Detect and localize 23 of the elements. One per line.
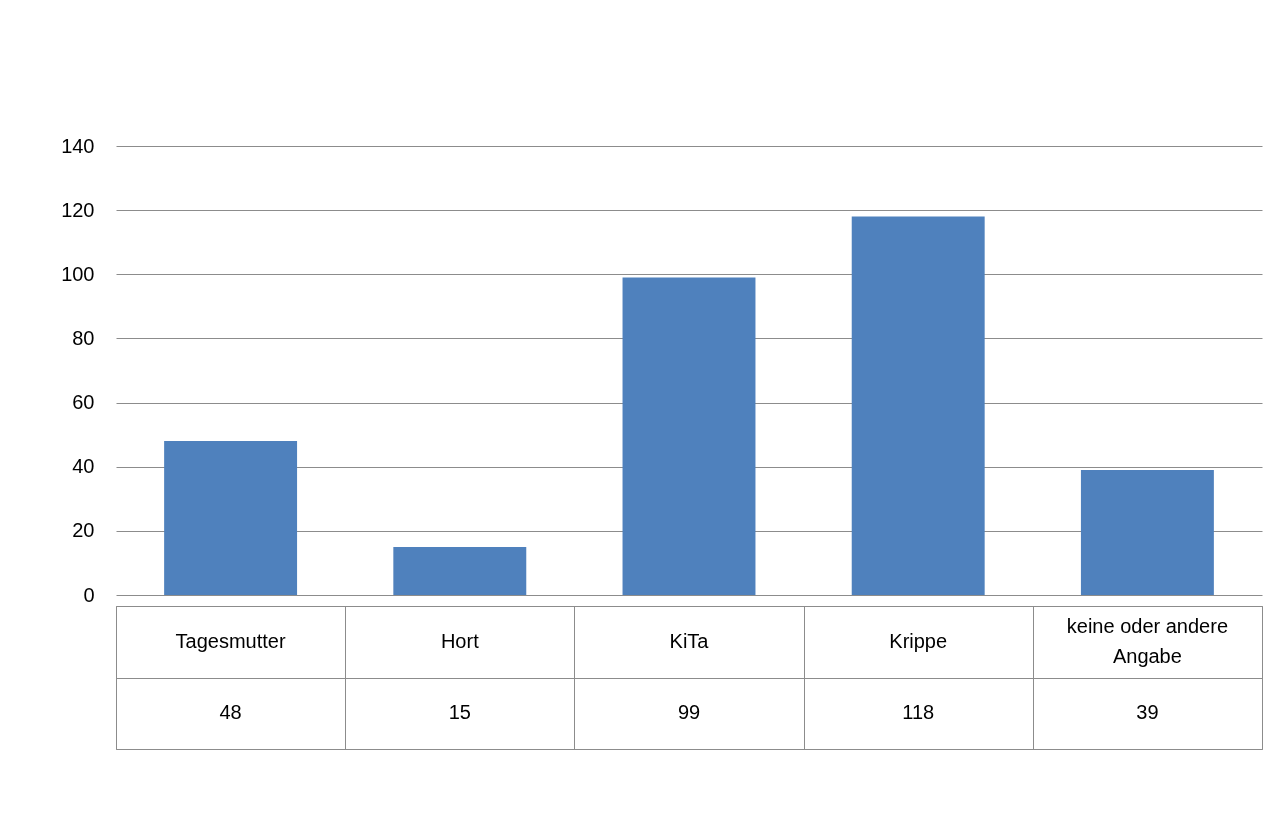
data-label: 39	[1136, 701, 1159, 724]
bar	[622, 277, 756, 595]
x-tick-label: KiTa	[669, 629, 710, 652]
data-label: 15	[448, 701, 471, 724]
y-tick-label: 80	[72, 326, 95, 349]
y-tick-label: 40	[72, 455, 95, 478]
bar	[164, 441, 298, 595]
bar	[851, 216, 985, 595]
y-tick-label: 60	[72, 391, 95, 414]
y-tick-label: 140	[61, 134, 95, 157]
data-label: 99	[677, 701, 701, 724]
y-tick-label: 120	[61, 198, 95, 221]
bar	[1080, 469, 1214, 595]
x-tick-label: Tagesmutter	[175, 629, 286, 652]
x-tick-label: Krippe	[889, 629, 948, 652]
x-tick-label: Hort	[440, 629, 480, 652]
bar	[393, 546, 527, 595]
y-tick-label: 0	[83, 583, 95, 606]
y-tick-label: 20	[72, 519, 95, 542]
data-label: 48	[219, 701, 242, 724]
x-tick-label: keine oder andere Angabe	[1066, 614, 1229, 667]
data-label: 118	[902, 701, 935, 724]
y-tick-label: 100	[61, 262, 95, 285]
